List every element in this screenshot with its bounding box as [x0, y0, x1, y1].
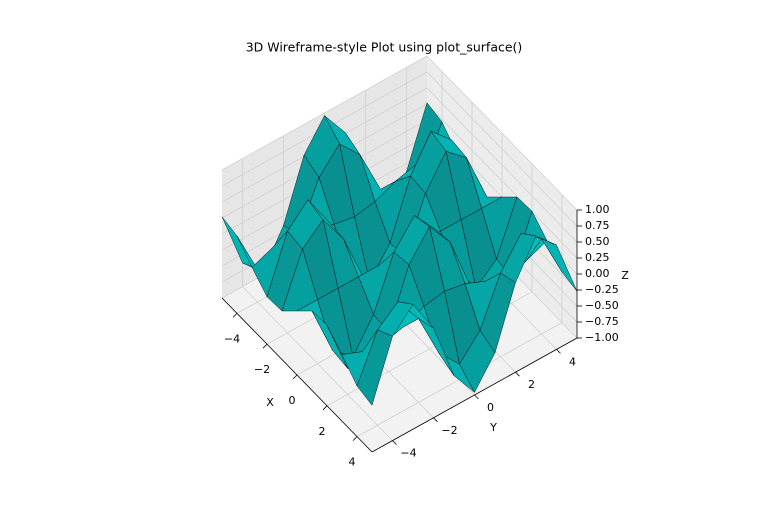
x-tick-label: 4	[349, 456, 356, 469]
z-tick-label: −0.50	[585, 299, 619, 312]
z-tick-label: −0.25	[585, 283, 619, 296]
y-axis-label: Y	[489, 421, 497, 434]
grid-line	[426, 71, 578, 227]
grid-line	[242, 286, 393, 441]
z-tick-label: 1.00	[585, 203, 610, 216]
tick-mark	[433, 417, 438, 423]
z-axis-label: Z	[621, 269, 629, 282]
z-tick-label: 0.00	[585, 267, 610, 280]
tick-mark	[392, 440, 397, 445]
tick-mark	[474, 394, 479, 400]
z-tick-label: 0.25	[585, 251, 610, 264]
grid-line	[426, 87, 578, 243]
grid-line	[426, 55, 578, 211]
z-tick-label: 0.75	[585, 219, 610, 232]
surface	[221, 102, 578, 406]
y-tick-label: −2	[441, 424, 457, 437]
z-tick-label: −0.75	[585, 315, 619, 328]
y-tick-label: 2	[528, 378, 535, 391]
y-tick-label: 4	[569, 355, 576, 368]
x-tick-label: −2	[254, 363, 270, 376]
grid-line	[221, 55, 428, 171]
tick-mark	[232, 313, 238, 318]
tick-mark	[292, 374, 298, 380]
x-tick-label: 0	[289, 394, 296, 407]
chart-title: 3D Wireframe-style Plot using plot_surfa…	[246, 40, 523, 55]
axes: −4 −2 0 2 4 −4 −2 0 2 4 −1.00 −0.75 −0.50 −0.25 0.00 0.…	[221, 203, 629, 469]
grid-line	[426, 103, 578, 259]
tick-mark	[515, 371, 520, 377]
tick-mark	[352, 436, 358, 441]
z-tick-label: 0.50	[585, 235, 610, 248]
x-tick-label: 2	[319, 425, 326, 438]
tick-mark	[322, 405, 328, 411]
z-tick-label: −1.00	[585, 331, 619, 344]
y-tick-label: −4	[400, 447, 416, 460]
surface-patch	[356, 329, 393, 406]
x-axis-label: X	[266, 396, 274, 409]
x-tick-label: −4	[224, 332, 240, 345]
y-tick-label: 0	[487, 401, 494, 414]
tick-mark	[556, 349, 561, 354]
tick-mark	[262, 343, 268, 349]
